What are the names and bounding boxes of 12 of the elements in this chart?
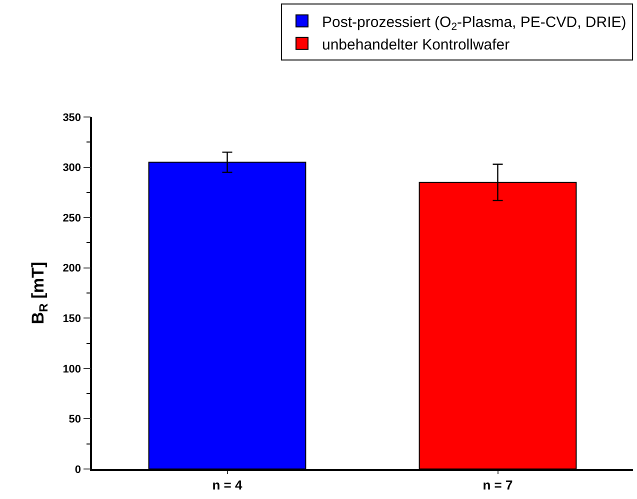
y-tick-label: 50 — [68, 414, 82, 426]
y-tick-label: 250 — [62, 212, 82, 224]
y-tick-label: 150 — [62, 312, 82, 325]
y-tick-label: 0 — [74, 464, 82, 476]
y-tick-label: 300 — [62, 162, 82, 174]
y-tick-label: 350 — [62, 112, 82, 124]
y-tick-label: 200 — [62, 262, 82, 275]
y-tick-label: 100 — [62, 363, 82, 376]
legend-label: Post-prozessiert (O$_{2}$-Plasma, PE-CVD, DRIE) — [322, 14, 626, 33]
legend-label: unbehandelter Kontrollwafer — [322, 36, 510, 54]
x-tick-label: n = 4 — [212, 477, 244, 492]
x-tick-label: n = 7 — [482, 477, 513, 492]
